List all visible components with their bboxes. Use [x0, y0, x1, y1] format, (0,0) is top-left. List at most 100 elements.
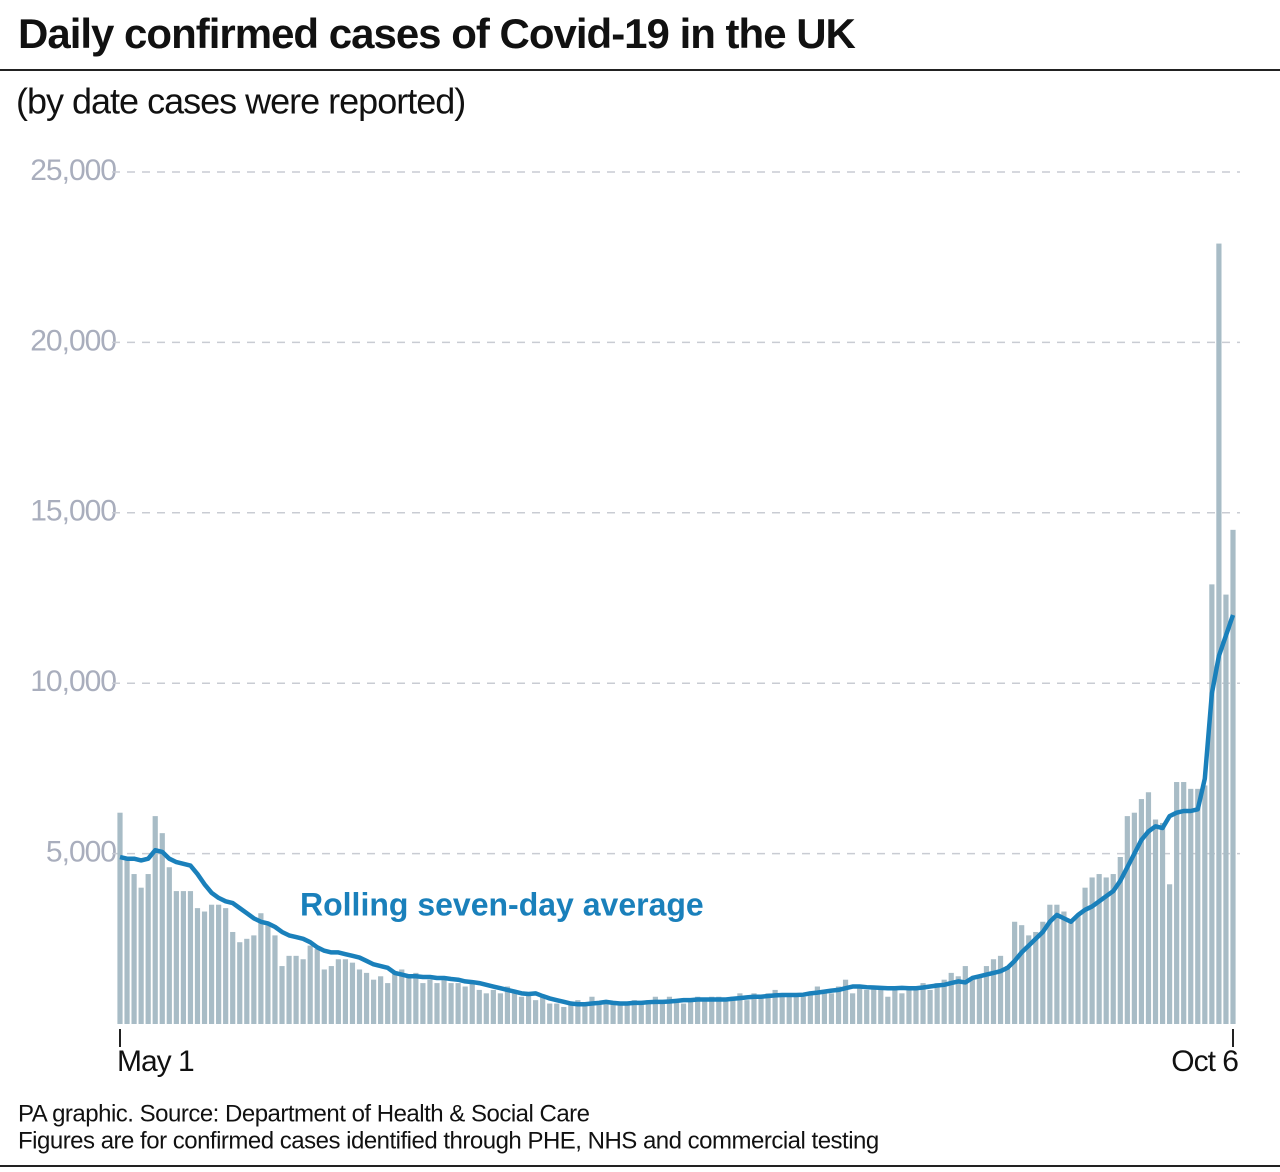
bar	[265, 925, 271, 1024]
bar	[920, 983, 926, 1024]
bar	[1131, 812, 1137, 1024]
bar	[857, 986, 863, 1024]
bar	[413, 972, 419, 1024]
bar	[328, 966, 334, 1024]
y-tick-label: 5,000	[46, 836, 116, 869]
bar	[1026, 935, 1032, 1024]
x-tick-label: Oct 6	[1171, 1045, 1238, 1078]
bar	[941, 979, 947, 1024]
bar	[138, 887, 144, 1024]
bar	[497, 993, 503, 1024]
bar	[864, 989, 870, 1024]
bar	[173, 891, 179, 1024]
bar	[1096, 874, 1102, 1024]
y-tick-label: 20,000	[30, 324, 116, 357]
note: Figures are for confirmed cases identifi…	[18, 1127, 879, 1154]
bar	[286, 955, 292, 1024]
bar	[370, 979, 377, 1024]
bar	[1068, 921, 1074, 1024]
bar	[568, 1003, 574, 1024]
bar	[807, 993, 813, 1024]
bar	[871, 986, 877, 1024]
bar	[455, 983, 461, 1024]
bar	[666, 996, 673, 1024]
bar	[1209, 584, 1215, 1024]
bar	[251, 935, 257, 1024]
bar	[624, 1003, 630, 1024]
bar	[1012, 921, 1018, 1024]
bar	[216, 904, 222, 1024]
bar	[631, 1000, 637, 1024]
bar	[716, 996, 722, 1024]
bar	[476, 989, 482, 1024]
bar	[976, 976, 983, 1024]
bar	[1138, 799, 1145, 1024]
bar	[1089, 877, 1095, 1024]
bar	[152, 816, 158, 1024]
bar	[842, 979, 849, 1024]
bar	[603, 1000, 609, 1024]
bar	[990, 959, 997, 1024]
series-label: Rolling seven-day average	[300, 886, 704, 922]
bar	[1195, 788, 1201, 1024]
bar	[800, 996, 806, 1024]
bar	[1223, 594, 1229, 1024]
bar	[518, 996, 525, 1024]
bar	[596, 1003, 602, 1024]
bar	[230, 931, 236, 1024]
y-tick-label: 10,000	[30, 665, 116, 698]
bar	[1124, 816, 1130, 1024]
bar	[1061, 911, 1067, 1024]
bar	[159, 833, 165, 1024]
bar	[1174, 782, 1180, 1024]
bar	[962, 966, 968, 1024]
bar	[638, 1003, 644, 1024]
bar	[504, 986, 511, 1024]
bar	[1004, 966, 1011, 1024]
bar	[913, 986, 919, 1024]
bar	[321, 969, 327, 1024]
bar	[744, 1000, 750, 1024]
bar	[934, 983, 940, 1024]
bar	[406, 976, 412, 1024]
bar	[1145, 792, 1152, 1024]
bar	[969, 979, 975, 1024]
bar	[723, 1000, 729, 1024]
bar	[356, 969, 363, 1024]
bar	[272, 935, 278, 1024]
bar	[1075, 914, 1081, 1024]
bar	[885, 996, 891, 1024]
bar	[293, 955, 299, 1024]
bar	[821, 989, 828, 1024]
bar	[385, 983, 391, 1024]
bar	[483, 993, 489, 1024]
bar	[540, 996, 546, 1024]
bar	[258, 913, 264, 1024]
bar	[1167, 884, 1173, 1024]
bar	[610, 1003, 616, 1024]
bar	[575, 1000, 581, 1024]
bar	[525, 993, 532, 1024]
bar	[702, 1000, 708, 1024]
bar	[1040, 921, 1046, 1024]
bar	[1188, 788, 1194, 1024]
bar	[835, 986, 842, 1024]
bar	[314, 949, 320, 1024]
bar	[307, 945, 313, 1024]
bar	[1019, 925, 1025, 1024]
bar	[709, 996, 715, 1024]
bar	[378, 976, 384, 1024]
bar	[490, 989, 496, 1024]
bar	[1181, 782, 1187, 1024]
bar	[237, 942, 243, 1024]
y-tick-label: 15,000	[30, 495, 116, 528]
bar	[300, 959, 306, 1024]
bar	[533, 1000, 539, 1024]
bar	[244, 938, 250, 1024]
bar	[680, 1003, 687, 1024]
bar	[342, 959, 349, 1024]
bar	[1033, 931, 1039, 1024]
bar	[124, 860, 130, 1024]
bar	[335, 959, 341, 1024]
